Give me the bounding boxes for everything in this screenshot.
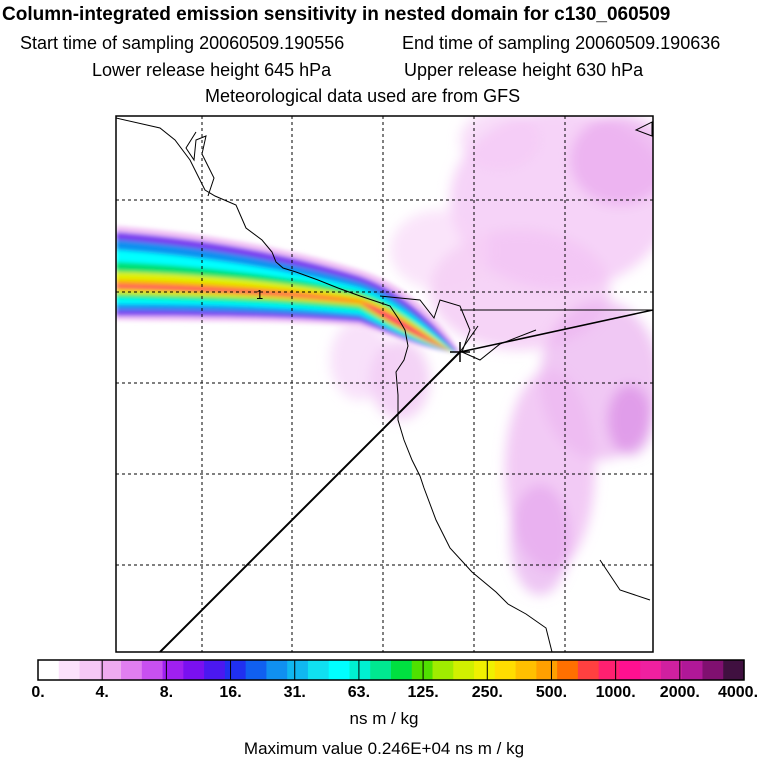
colorbar-swatch — [640, 660, 662, 680]
colorbar-swatch — [79, 660, 101, 680]
colorbar-tick-label: 8. — [159, 684, 174, 701]
colorbar-swatch — [536, 660, 558, 680]
colorbar-units-label: ns m / kg — [349, 709, 419, 728]
lake-outline — [634, 121, 653, 137]
colorbar-tick-label: 125. — [407, 684, 439, 701]
colorbar-swatch — [328, 660, 351, 680]
end-time-label: End time of sampling 20060509.190636 — [402, 33, 721, 53]
plus-marker — [450, 342, 470, 362]
colorbar-swatch — [660, 660, 683, 680]
colorbar-tick-label: 16. — [219, 684, 242, 701]
lower-release-label: Lower release height 645 hPa — [92, 60, 332, 80]
coastline-inland — [185, 131, 215, 197]
colorbar-tick-label: 2000. — [659, 684, 700, 701]
map-frame — [115, 115, 654, 653]
trajectory-line-diagonal — [159, 351, 461, 652]
colorbar-tick-label: 63. — [347, 684, 371, 701]
colorbar-swatch — [349, 660, 371, 680]
colorbar-swatch — [453, 660, 475, 680]
colorbar-swatch — [307, 660, 330, 680]
upper-release-label: Upper release height 630 hPa — [404, 60, 644, 80]
colorbar-swatch — [183, 660, 205, 680]
grid-label-1: 1 — [256, 287, 263, 302]
colorbar-tick-label: 250. — [471, 684, 503, 701]
colorbar-swatch — [121, 660, 143, 680]
colorbar-tick-label: 500. — [535, 684, 568, 701]
colorbar-swatch — [515, 660, 537, 680]
colorbar — [37, 659, 745, 681]
colorbar-swatch — [577, 660, 600, 680]
colorbar-swatch — [619, 660, 641, 680]
border-line-3 — [599, 559, 651, 601]
colorbar-swatch — [494, 660, 517, 680]
colorbar-frame — [37, 659, 745, 681]
colorbar-tick-label: 31. — [283, 684, 306, 701]
max-value-label: Maximum value 0.246E+04 ns m / kg — [243, 739, 525, 758]
colorbar-swatch — [266, 660, 288, 680]
start-time-label: Start time of sampling 20060509.190556 — [20, 33, 345, 53]
colorbar-swatch — [391, 660, 413, 680]
colorbar-tick-label: 4. — [95, 684, 109, 701]
map-area: 1 — [116, 116, 653, 652]
colorbar-swatch — [141, 660, 164, 680]
colorbar-swatch — [411, 660, 434, 680]
coastline — [116, 117, 553, 652]
colorbar-swatch — [204, 660, 226, 680]
colorbar-swatch — [100, 660, 122, 680]
colorbar-swatch — [245, 660, 268, 680]
chart-title: Column-integrated emission sensitivity i… — [2, 4, 671, 25]
colorbar-swatch — [370, 660, 392, 680]
colorbar-swatch — [557, 660, 579, 680]
colorbar-swatch — [702, 660, 724, 680]
colorbar-tick-label: 4000. — [717, 684, 759, 701]
colorbar-swatch — [598, 660, 621, 680]
colorbar-swatch — [432, 660, 454, 680]
colorbar-swatch — [58, 660, 81, 680]
colorbar-swatch — [287, 660, 309, 680]
border-line-2 — [461, 329, 537, 361]
trajectory-line-east — [459, 309, 653, 353]
colorbar-swatch — [723, 660, 745, 680]
colorbar-swatch — [38, 660, 60, 680]
grid-lines — [116, 116, 653, 652]
colorbar-swatch — [162, 660, 184, 680]
colorbar-swatch — [224, 660, 247, 680]
colorbar-swatch — [474, 660, 496, 680]
trajectory-line-north — [459, 325, 479, 353]
colorbar-tick-label: 0. — [31, 684, 45, 701]
colorbar-swatch — [681, 660, 704, 680]
diffuse-field — [330, 116, 653, 595]
border-line — [379, 295, 471, 353]
colorbar-tick-label: 1000. — [595, 684, 636, 701]
met-data-label: Meteorological data used are from GFS — [205, 86, 521, 106]
